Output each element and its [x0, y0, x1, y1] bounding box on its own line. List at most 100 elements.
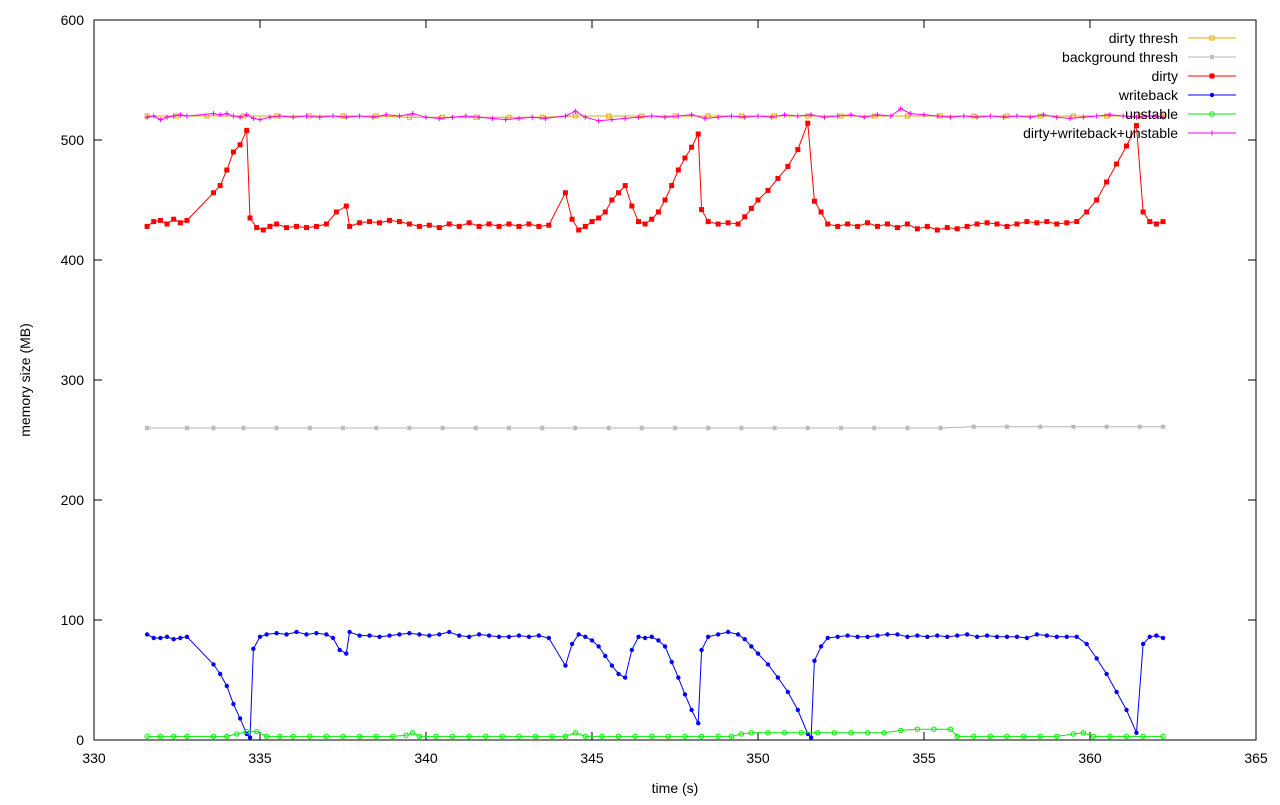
legend-item: dirty+writeback+unstable	[1023, 125, 1236, 141]
data-point	[904, 221, 910, 227]
data-point	[699, 207, 705, 213]
x-tick-label: 335	[248, 750, 272, 766]
data-point	[1147, 634, 1152, 639]
data-point	[416, 733, 423, 740]
data-point	[582, 733, 589, 740]
legend-label: background thresh	[1062, 49, 1178, 65]
data-point	[865, 220, 871, 226]
data-point	[596, 215, 602, 221]
data-point	[921, 112, 927, 118]
data-point	[675, 167, 681, 173]
data-point	[184, 113, 190, 119]
y-tick-label: 500	[61, 132, 85, 148]
data-point	[1037, 424, 1043, 430]
data-point	[284, 225, 290, 231]
data-point	[576, 227, 582, 233]
data-point	[589, 219, 595, 225]
legend-item: dirty thresh	[1109, 30, 1236, 46]
data-point	[294, 629, 299, 635]
data-point	[742, 637, 747, 642]
data-point	[934, 227, 940, 233]
data-point	[725, 629, 731, 635]
data-point	[529, 114, 535, 120]
data-point	[357, 113, 363, 119]
data-point	[473, 425, 479, 431]
data-point	[263, 733, 270, 740]
y-tick-label: 200	[61, 492, 85, 508]
data-point	[410, 730, 416, 736]
data-point	[964, 632, 970, 637]
data-point	[164, 634, 170, 639]
data-point	[642, 635, 648, 641]
data-point	[396, 219, 402, 225]
data-point	[1114, 689, 1119, 695]
data-point	[848, 112, 854, 118]
data-point	[427, 633, 432, 638]
data-point	[274, 425, 280, 431]
data-point	[496, 634, 502, 639]
data-point	[835, 113, 841, 119]
data-point	[224, 683, 229, 689]
data-point	[662, 644, 668, 649]
data-point	[526, 634, 532, 639]
data-point	[1074, 219, 1080, 225]
data-point	[410, 111, 416, 117]
data-point	[211, 111, 217, 117]
data-point	[274, 221, 280, 227]
data-point	[234, 731, 240, 737]
data-point	[775, 675, 781, 680]
data-point	[669, 183, 675, 189]
data-point	[496, 223, 502, 229]
data-point	[798, 730, 804, 736]
data-point	[1104, 671, 1109, 677]
data-point	[795, 147, 801, 153]
data-point	[1209, 111, 1215, 117]
data-point	[1074, 634, 1079, 639]
data-point	[506, 634, 512, 639]
data-point	[895, 632, 900, 637]
data-point	[864, 730, 871, 736]
data-point	[499, 733, 506, 740]
data-point	[616, 671, 621, 677]
data-point	[1209, 54, 1215, 60]
data-point	[224, 733, 230, 740]
y-tick-label: 300	[61, 372, 85, 388]
data-point	[715, 733, 721, 740]
data-point	[486, 221, 492, 227]
data-point	[157, 217, 163, 223]
data-point	[655, 209, 661, 215]
data-point	[898, 727, 904, 734]
legend-item: dirty	[1152, 68, 1236, 84]
data-point	[367, 219, 373, 225]
series-background-thresh	[144, 424, 1166, 431]
data-point	[755, 113, 761, 119]
data-point	[387, 633, 392, 638]
data-point	[871, 425, 877, 431]
data-point	[476, 114, 482, 120]
data-point	[775, 175, 781, 181]
x-tick-label: 355	[912, 750, 936, 766]
series-line	[147, 426, 1163, 429]
series-dirty	[144, 120, 1166, 233]
data-point	[689, 112, 695, 118]
data-point	[589, 638, 595, 643]
data-point	[184, 733, 190, 740]
data-point	[1114, 161, 1120, 167]
data-point	[562, 113, 568, 119]
data-point	[549, 733, 555, 740]
data-point	[749, 644, 754, 649]
data-point	[825, 635, 830, 641]
data-point	[440, 425, 446, 431]
data-point	[476, 223, 482, 229]
data-point	[715, 114, 721, 120]
data-point	[1044, 219, 1050, 225]
data-point	[649, 216, 655, 222]
data-point	[971, 424, 977, 430]
data-point	[1014, 221, 1020, 227]
data-point	[845, 633, 850, 638]
data-point	[304, 632, 309, 637]
data-point	[177, 112, 183, 118]
data-point	[642, 221, 648, 227]
data-point	[230, 149, 236, 155]
